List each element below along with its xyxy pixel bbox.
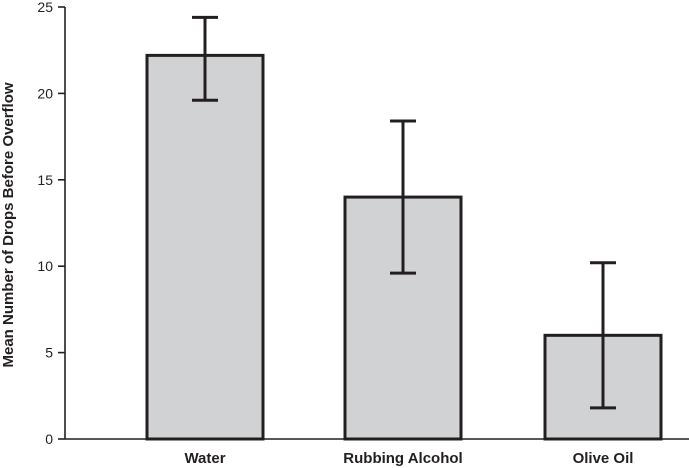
x-category-label-water: Water <box>184 450 225 467</box>
x-category-label-rubbing-alcohol: Rubbing Alcohol <box>343 450 462 467</box>
y-tick-label: 15 <box>37 172 53 188</box>
y-tick-label: 10 <box>37 258 53 274</box>
y-tick-label: 20 <box>37 85 53 101</box>
plot-area <box>145 15 663 441</box>
y-tick-label: 0 <box>45 431 53 447</box>
bar-water <box>145 53 265 441</box>
x-category-label-olive-oil: Olive Oil <box>573 450 634 467</box>
y-axis-title: Mean Number of Drops Before Overflow <box>0 82 17 367</box>
axes: 0 5 10 15 20 25 Water Rubbing Alcohol Olive Oil <box>37 0 689 467</box>
y-tick-label: 5 <box>45 345 53 361</box>
y-tick-label: 25 <box>37 0 53 15</box>
